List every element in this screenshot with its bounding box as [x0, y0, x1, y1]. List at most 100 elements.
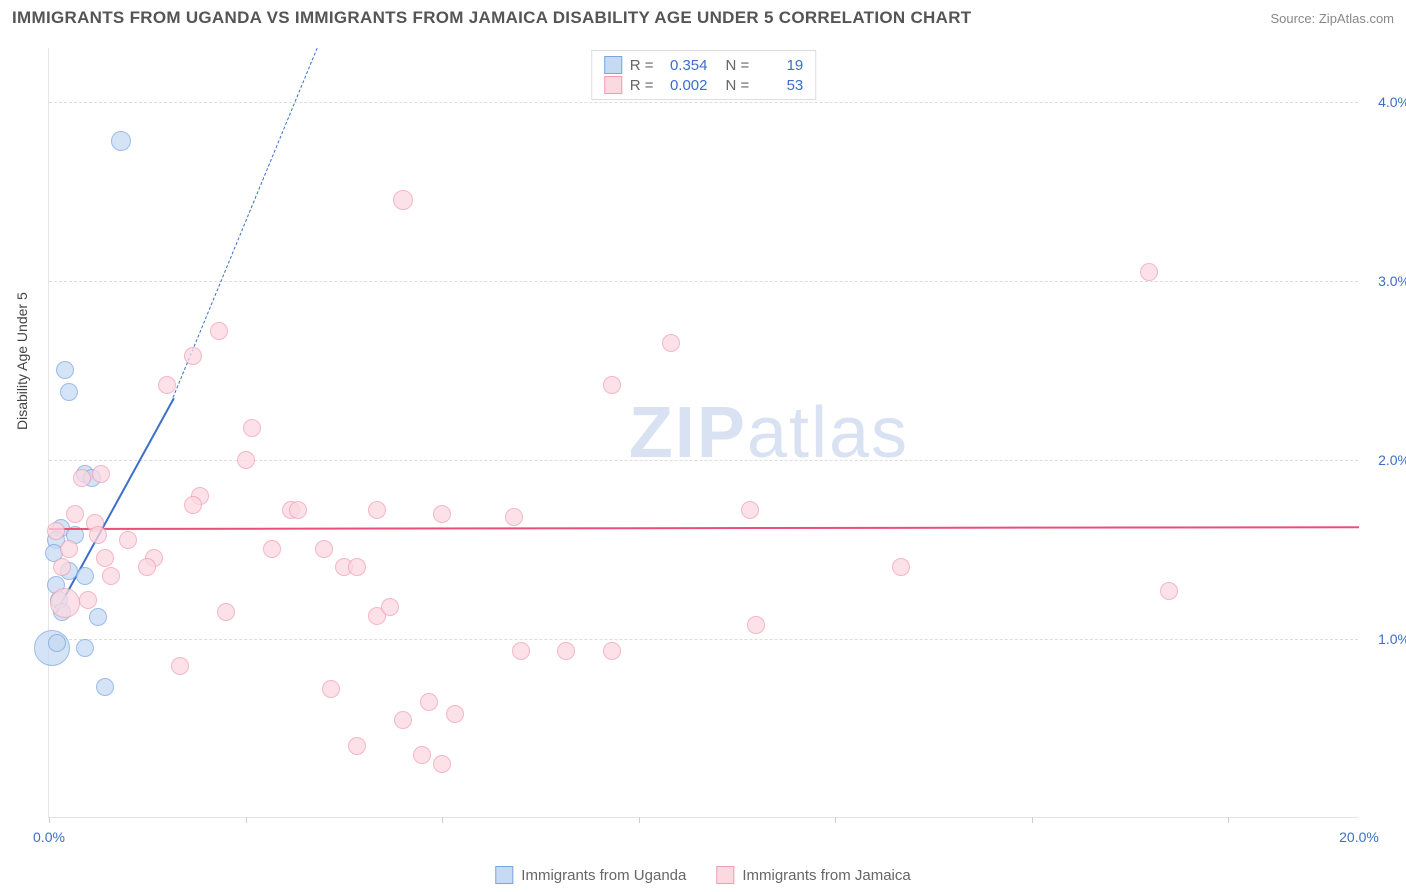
scatter-point-jamaica [119, 531, 137, 549]
n-label: N = [726, 57, 750, 74]
r-value: 0.354 [660, 57, 708, 74]
legend-label: Immigrants from Jamaica [742, 867, 910, 884]
scatter-point-uganda [76, 567, 94, 585]
scatter-point-jamaica [92, 465, 110, 483]
n-value: 53 [755, 77, 803, 94]
legend-label: Immigrants from Uganda [521, 867, 686, 884]
scatter-point-uganda [48, 634, 66, 652]
r-label: R = [630, 57, 654, 74]
y-tick-label: 4.0% [1366, 94, 1406, 110]
scatter-point-jamaica [158, 376, 176, 394]
r-label: R = [630, 77, 654, 94]
scatter-point-jamaica [505, 508, 523, 526]
scatter-point-uganda [60, 383, 78, 401]
stat-legend-row-jamaica: R = 0.002 N = 53 [604, 75, 804, 95]
y-tick-label: 2.0% [1366, 452, 1406, 468]
x-tick [442, 817, 443, 823]
scatter-point-jamaica [1160, 582, 1178, 600]
scatter-point-jamaica [217, 603, 235, 621]
r-value: 0.002 [660, 77, 708, 94]
scatter-point-jamaica [322, 680, 340, 698]
scatter-point-jamaica [102, 567, 120, 585]
scatter-point-jamaica [394, 711, 412, 729]
scatter-point-jamaica [603, 376, 621, 394]
n-value: 19 [755, 57, 803, 74]
scatter-point-uganda [96, 678, 114, 696]
x-tick-label: 20.0% [1339, 829, 1379, 845]
n-label: N = [726, 77, 750, 94]
scatter-point-jamaica [747, 616, 765, 634]
scatter-point-jamaica [512, 642, 530, 660]
scatter-point-jamaica [1140, 263, 1158, 281]
y-tick-label: 3.0% [1366, 273, 1406, 289]
scatter-point-jamaica [557, 642, 575, 660]
scatter-point-jamaica [263, 540, 281, 558]
scatter-point-jamaica [348, 558, 366, 576]
scatter-point-jamaica [662, 334, 680, 352]
scatter-point-uganda [56, 361, 74, 379]
scatter-point-jamaica [53, 558, 71, 576]
series-legend: Immigrants from Uganda Immigrants from Ja… [495, 866, 910, 884]
scatter-point-jamaica [446, 705, 464, 723]
scatter-point-jamaica [243, 419, 261, 437]
scatter-point-jamaica [138, 558, 156, 576]
legend-swatch-jamaica [716, 866, 734, 884]
gridline-horizontal [49, 102, 1358, 103]
scatter-point-uganda [76, 639, 94, 657]
chart-title: IMMIGRANTS FROM UGANDA VS IMMIGRANTS FRO… [12, 8, 971, 28]
header: IMMIGRANTS FROM UGANDA VS IMMIGRANTS FRO… [12, 8, 1394, 28]
scatter-point-jamaica [210, 322, 228, 340]
chart-plot-area: ZIPatlas R =0.354N =19R =0.002N =53 1.0%… [48, 48, 1358, 818]
x-tick [1228, 817, 1229, 823]
y-axis-label: Disability Age Under 5 [14, 292, 30, 430]
trend-line-dashed-uganda [173, 48, 318, 398]
x-tick [49, 817, 50, 823]
correlation-legend: R = 0.354 N = 19 R = 0.002 N = 53 [591, 50, 817, 100]
x-tick [835, 817, 836, 823]
scatter-point-jamaica [892, 558, 910, 576]
scatter-point-jamaica [79, 591, 97, 609]
scatter-point-jamaica [741, 501, 759, 519]
chart-container: IMMIGRANTS FROM UGANDA VS IMMIGRANTS FRO… [0, 0, 1406, 892]
source-attribution: Source: ZipAtlas.com [1270, 11, 1394, 26]
scatter-point-jamaica [50, 588, 80, 618]
scatter-point-jamaica [60, 540, 78, 558]
scatter-point-jamaica [433, 505, 451, 523]
scatter-point-jamaica [96, 549, 114, 567]
scatter-point-jamaica [89, 526, 107, 544]
scatter-point-jamaica [171, 657, 189, 675]
scatter-point-jamaica [47, 522, 65, 540]
scatter-point-jamaica [315, 540, 333, 558]
gridline-horizontal [49, 639, 1358, 640]
legend-swatch-jamaica [604, 76, 622, 94]
scatter-point-jamaica [413, 746, 431, 764]
scatter-point-jamaica [368, 501, 386, 519]
x-tick [1032, 817, 1033, 823]
stat-legend-row-uganda: R = 0.354 N = 19 [604, 55, 804, 75]
legend-swatch-uganda [604, 56, 622, 74]
scatter-point-jamaica [393, 190, 413, 210]
y-tick-label: 1.0% [1366, 631, 1406, 647]
scatter-point-jamaica [381, 598, 399, 616]
scatter-point-jamaica [348, 737, 366, 755]
scatter-point-uganda [89, 608, 107, 626]
scatter-point-uganda [111, 131, 131, 151]
scatter-point-jamaica [289, 501, 307, 519]
x-tick [246, 817, 247, 823]
scatter-point-jamaica [603, 642, 621, 660]
scatter-point-jamaica [184, 347, 202, 365]
scatter-point-jamaica [237, 451, 255, 469]
x-tick-label: 0.0% [33, 829, 65, 845]
scatter-point-jamaica [73, 469, 91, 487]
legend-item-uganda: Immigrants from Uganda [495, 866, 686, 884]
legend-item-jamaica: Immigrants from Jamaica [716, 866, 910, 884]
scatter-point-jamaica [66, 505, 84, 523]
x-tick [639, 817, 640, 823]
trend-line-jamaica [49, 526, 1359, 530]
scatter-point-jamaica [433, 755, 451, 773]
legend-swatch-uganda [495, 866, 513, 884]
scatter-point-jamaica [420, 693, 438, 711]
watermark: ZIPatlas [629, 392, 909, 474]
scatter-point-jamaica [184, 496, 202, 514]
gridline-horizontal [49, 281, 1358, 282]
